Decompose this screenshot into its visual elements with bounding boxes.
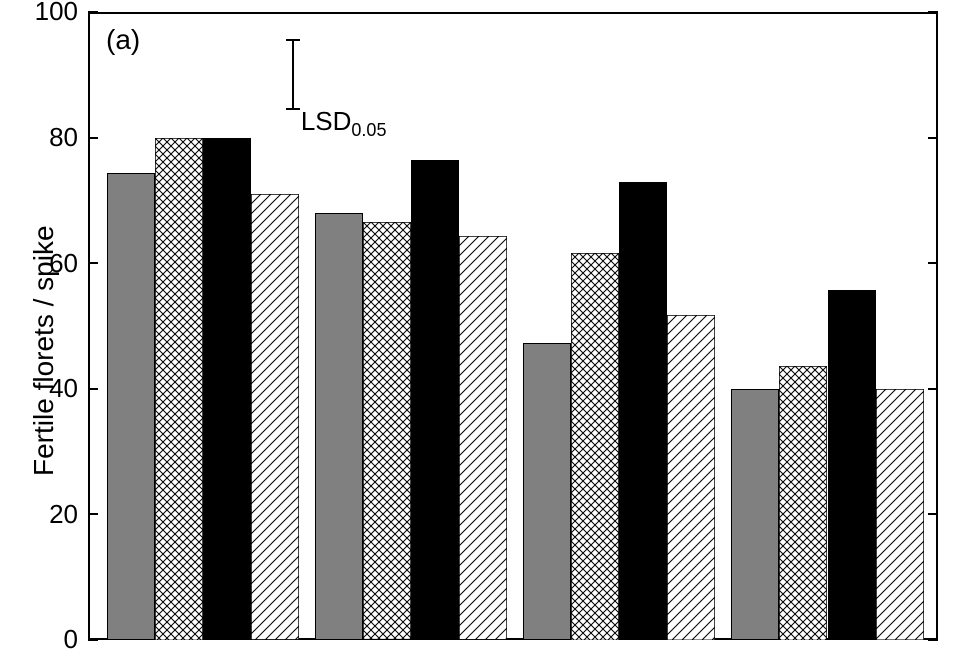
ytick-left: [88, 11, 98, 13]
lsd-label-main: LSD: [301, 106, 352, 136]
bar: [251, 194, 299, 640]
lsd-label: LSD0.05: [301, 106, 387, 141]
lsd-cap-top: [286, 39, 300, 41]
lsd-cap-bottom: [286, 108, 300, 110]
bar: [876, 389, 924, 640]
bar: [571, 253, 619, 640]
ytick-left: [88, 639, 98, 641]
ytick-right: [928, 639, 938, 641]
bar: [828, 290, 876, 640]
bar: [107, 173, 155, 640]
ytick-left: [88, 513, 98, 515]
ytick-label: 80: [18, 122, 78, 153]
y-axis-left: [88, 12, 90, 640]
bar: [155, 138, 203, 640]
ytick-left: [88, 137, 98, 139]
bar: [315, 213, 363, 640]
bar: [667, 315, 715, 640]
y-axis-right: [936, 12, 938, 640]
bar: [459, 236, 507, 640]
ytick-label: 0: [18, 624, 78, 655]
lsd-label-sub: 0.05: [351, 121, 386, 141]
ytick-right: [928, 388, 938, 390]
bar: [731, 389, 779, 640]
ytick-right: [928, 262, 938, 264]
bar: [363, 222, 411, 640]
ytick-left: [88, 388, 98, 390]
ytick-right: [928, 137, 938, 139]
y-axis-label: Fertile florets / spike: [28, 225, 60, 476]
bar-chart: 020406080100Fertile florets / spike(a)LS…: [0, 0, 958, 660]
panel-label: (a): [106, 24, 140, 56]
bar: [779, 366, 827, 640]
bar: [203, 138, 251, 640]
bar: [411, 160, 459, 640]
lsd-bar: [292, 40, 294, 109]
bar: [523, 343, 571, 640]
x-axis-top: [88, 12, 938, 14]
ytick-label: 20: [18, 499, 78, 530]
ytick-right: [928, 513, 938, 515]
ytick-right: [928, 11, 938, 13]
bar: [619, 182, 667, 640]
ytick-label: 100: [18, 0, 78, 27]
ytick-left: [88, 262, 98, 264]
